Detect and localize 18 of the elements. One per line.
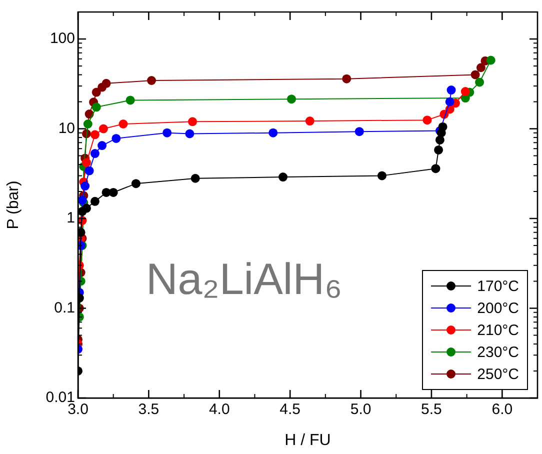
y-axis-title: P (bar) (5, 180, 22, 230)
x-tick-label: 5.5 (421, 401, 442, 418)
y-tick-label: 0.1 (54, 299, 75, 316)
annotation: Na₂LiAlH₆ (146, 255, 342, 304)
x-tick-label: 4.0 (208, 401, 230, 418)
y-tick-label: 100 (50, 30, 75, 48)
x-tick-label: 6.0 (492, 401, 513, 418)
legend-label: 230°C (477, 344, 519, 360)
legend-label: 210°C (477, 322, 519, 338)
y-tick-label: 10 (58, 120, 75, 137)
legend-label: 250°C (477, 366, 519, 382)
x-axis-title: H / FU (284, 432, 331, 449)
legend-label: 200°C (477, 300, 519, 316)
y-tick-label: 1 (66, 210, 75, 227)
x-tick-label: 5.0 (350, 401, 372, 418)
x-tick-label: 4.5 (280, 401, 301, 418)
x-tick-label: 3.5 (138, 401, 160, 418)
legend-label: 170°C (477, 278, 519, 294)
